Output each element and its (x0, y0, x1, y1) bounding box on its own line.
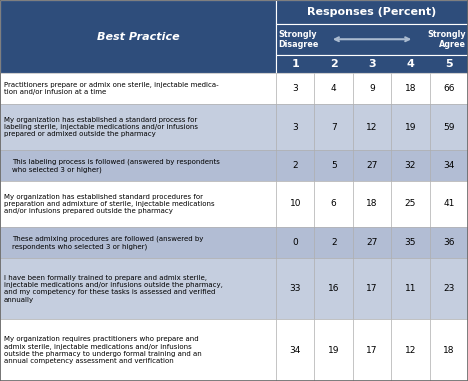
Text: Responses (Percent): Responses (Percent) (307, 7, 437, 17)
Bar (430, 258, 468, 319)
Text: 3: 3 (292, 84, 298, 93)
Text: 4: 4 (407, 59, 414, 69)
Bar (314, 150, 353, 181)
Text: 0: 0 (292, 238, 298, 247)
Text: I have been formally trained to prepare and admix sterile,
injectable medication: I have been formally trained to prepare … (4, 275, 223, 303)
Bar (430, 181, 468, 227)
Bar (314, 319, 353, 381)
Text: 34: 34 (443, 161, 454, 170)
Text: Best Practice: Best Practice (97, 32, 179, 42)
Text: Practitioners prepare or admix one sterile, injectable medica-
tion and/or infus: Practitioners prepare or admix one steri… (4, 82, 219, 95)
Bar (0, 150, 276, 181)
Text: 16: 16 (328, 284, 339, 293)
Text: 1: 1 (292, 59, 299, 69)
Text: 35: 35 (405, 238, 416, 247)
Text: 3: 3 (368, 59, 376, 69)
Bar (276, 0, 468, 24)
Bar (430, 73, 468, 104)
Text: 23: 23 (443, 284, 454, 293)
Bar (353, 104, 391, 150)
Text: 19: 19 (328, 346, 339, 355)
Text: 27: 27 (366, 161, 378, 170)
Text: 2: 2 (331, 238, 336, 247)
Bar (276, 181, 314, 227)
Text: 9: 9 (369, 84, 375, 93)
Bar (276, 227, 314, 258)
Bar (314, 104, 353, 150)
Text: 10: 10 (290, 200, 301, 208)
Bar (430, 319, 468, 381)
Bar (314, 73, 353, 104)
Bar (391, 227, 430, 258)
Bar (353, 181, 391, 227)
Text: My organization requires practitioners who prepare and
admix sterile, injectable: My organization requires practitioners w… (4, 336, 202, 364)
Text: 5: 5 (331, 161, 336, 170)
Text: 3: 3 (292, 123, 298, 131)
Bar (276, 24, 468, 55)
Bar (314, 181, 353, 227)
Bar (276, 55, 468, 73)
Text: 18: 18 (366, 200, 378, 208)
Text: This labeling process is followed (answered by respondents
who selected 3 or hig: This labeling process is followed (answe… (12, 158, 219, 173)
Text: Strongly
Agree: Strongly Agree (427, 30, 466, 49)
Text: 12: 12 (366, 123, 378, 131)
Bar (353, 319, 391, 381)
Bar (0, 258, 276, 319)
Text: My organization has established standard procedures for
preparation and admixtur: My organization has established standard… (4, 194, 214, 214)
Bar (391, 319, 430, 381)
Text: 12: 12 (405, 346, 416, 355)
Bar (353, 150, 391, 181)
Bar (276, 150, 314, 181)
Bar (353, 227, 391, 258)
Text: 59: 59 (443, 123, 454, 131)
Bar (353, 73, 391, 104)
Text: These admixing procedures are followed (answered by
respondents who selected 3 o: These admixing procedures are followed (… (12, 235, 203, 250)
Bar (276, 258, 314, 319)
Bar (430, 150, 468, 181)
Bar (391, 258, 430, 319)
Bar (276, 319, 314, 381)
Bar (0, 73, 276, 104)
Text: 18: 18 (443, 346, 454, 355)
Bar (391, 181, 430, 227)
Text: 32: 32 (405, 161, 416, 170)
Bar (0, 104, 276, 150)
Bar (0, 0, 276, 73)
Text: Strongly
Disagree: Strongly Disagree (278, 30, 319, 49)
Bar (0, 181, 276, 227)
Text: 7: 7 (331, 123, 336, 131)
Text: 4: 4 (331, 84, 336, 93)
Text: 25: 25 (405, 200, 416, 208)
Bar (0, 319, 276, 381)
Text: 66: 66 (443, 84, 454, 93)
Bar (353, 258, 391, 319)
Bar (430, 104, 468, 150)
Text: 17: 17 (366, 284, 378, 293)
Text: 27: 27 (366, 238, 378, 247)
Bar (391, 73, 430, 104)
Text: 2: 2 (330, 59, 337, 69)
Text: 36: 36 (443, 238, 454, 247)
Bar (314, 258, 353, 319)
Bar (314, 227, 353, 258)
Bar (391, 104, 430, 150)
Text: 2: 2 (292, 161, 298, 170)
Text: 18: 18 (405, 84, 416, 93)
Text: 17: 17 (366, 346, 378, 355)
Bar (391, 150, 430, 181)
Text: 5: 5 (445, 59, 453, 69)
Bar (0, 227, 276, 258)
Text: 11: 11 (405, 284, 416, 293)
Bar (276, 104, 314, 150)
Bar (430, 227, 468, 258)
Bar (276, 73, 314, 104)
Text: 6: 6 (331, 200, 336, 208)
Text: 34: 34 (290, 346, 301, 355)
Text: 19: 19 (405, 123, 416, 131)
Text: My organization has established a standard process for
labeling sterile, injecta: My organization has established a standa… (4, 117, 198, 137)
Text: 33: 33 (290, 284, 301, 293)
Text: 41: 41 (443, 200, 454, 208)
